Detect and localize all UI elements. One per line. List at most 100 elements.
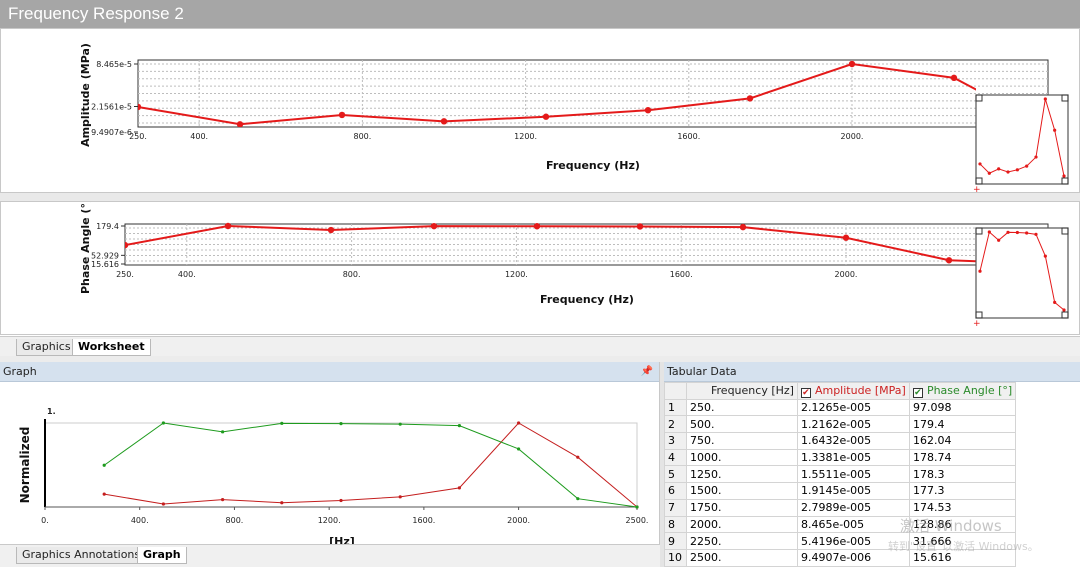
data-point <box>848 60 856 68</box>
y-tick-label: 9.4907e-6 <box>91 128 132 137</box>
table-cell: 2500. <box>686 548 798 567</box>
row-number: 1 <box>664 398 687 417</box>
activation-watermark-title: 激活 Windows <box>900 517 1002 535</box>
table-row[interactable]: 8 2000. 8.465e-005 128.86 <box>664 515 1017 534</box>
column-checkbox[interactable]: ✔ <box>912 387 923 398</box>
activation-watermark-text: 转到"设置"以激活 Windows。 <box>888 540 1039 553</box>
data-point <box>221 430 225 434</box>
tab-graph[interactable]: Graph <box>137 547 187 564</box>
table-cell: 174.53 <box>908 498 1017 517</box>
inset-data-point <box>1034 155 1038 159</box>
table-cell: 1.2162e-005 <box>796 415 910 434</box>
data-point <box>280 501 284 505</box>
x-tick-label: 1200. <box>505 270 528 279</box>
x-tick-label: 1200. <box>318 516 341 525</box>
splitter-vertical[interactable] <box>660 362 664 567</box>
plot-frame <box>137 59 1049 128</box>
table-cell: 2.7989e-005 <box>796 498 910 517</box>
table-row[interactable]: 2 500. 1.2162e-005 179.4 <box>664 415 1017 434</box>
y-tick-label: 179.4 <box>96 222 119 231</box>
inset-data-point <box>1062 308 1066 312</box>
series-line <box>138 62 976 126</box>
y-axis-label: Amplitude (MPa) <box>79 43 92 147</box>
x-tick-label: 1200. <box>514 132 537 141</box>
data-point <box>842 234 850 241</box>
table-row[interactable]: 3 750. 1.6432e-005 162.04 <box>664 432 1017 450</box>
inset-data-point <box>1006 170 1010 174</box>
table-cell: 8.465e-005 <box>796 515 910 534</box>
tabular-data-table: Frequency [Hz] ✔ Amplitude [MPa] ✔ Phase Ang… <box>664 382 1017 567</box>
pushpin-icon[interactable]: 📌 <box>640 366 653 377</box>
y-tick-label: 52.929 <box>91 251 119 260</box>
column-header-label: Phase Angle [°] <box>926 383 1013 397</box>
column-header[interactable]: ✔ Phase Angle [°] <box>908 382 1017 400</box>
data-point <box>224 222 232 230</box>
x-tick-label: 800. <box>343 270 361 279</box>
inset-data-point <box>1053 128 1057 132</box>
x-tick-label: 0. <box>41 516 49 525</box>
normalized-chart[interactable]: 1. 0. 400. 800. 1200. 1600. 2000. 2500. Normaliz… <box>0 382 659 548</box>
y-axis-label: Normalized <box>18 427 32 504</box>
splitter[interactable] <box>0 356 1080 362</box>
panel-separator <box>0 193 1080 201</box>
inset-data-point <box>1025 231 1029 235</box>
column-header[interactable]: ✔ Amplitude [MPa] <box>796 382 910 400</box>
inset-data-point <box>1015 168 1019 172</box>
inset-handle <box>1061 177 1069 185</box>
tab-worksheet[interactable]: Worksheet <box>72 339 151 356</box>
table-row[interactable]: 10 2500. 9.4907e-006 15.616 <box>664 548 1017 567</box>
phase-chart-panel: 250. 400. 800. 1200. 1600. 2000. 179.4 52.929 15… <box>0 198 1080 335</box>
x-tick-label: 400. <box>190 132 208 141</box>
x-tick-label: 2000. <box>507 516 530 525</box>
table-cell: 177.3 <box>908 482 1017 500</box>
inset-data-point <box>987 230 991 234</box>
inset-marker: + <box>973 185 981 192</box>
table-row[interactable]: 5 1250. 1.5511e-005 178.3 <box>664 465 1017 484</box>
table-cell: 1500. <box>686 482 798 500</box>
table-cell: 2000. <box>686 515 798 534</box>
column-checkbox[interactable]: ✔ <box>800 387 811 398</box>
data-point <box>327 226 335 234</box>
table-row[interactable]: 4 1000. 1.3381e-005 178.74 <box>664 448 1017 467</box>
data-point <box>576 455 580 459</box>
tabular-data-header: Tabular Data <box>664 362 1080 382</box>
inset-data-point <box>1043 254 1047 258</box>
x-tick-label: 2500. <box>626 516 649 525</box>
table-row[interactable]: 7 1750. 2.7989e-005 174.53 <box>664 498 1017 517</box>
x-tick-label: 250. <box>129 132 147 141</box>
table-row[interactable]: 1 250. 2.1265e-005 97.098 <box>664 398 1017 417</box>
tab-graphics[interactable]: Graphics <box>16 339 77 356</box>
row-number: 5 <box>664 465 687 484</box>
table-cell: 1250. <box>686 465 798 484</box>
data-point <box>338 111 346 119</box>
tab-graphics-annotations[interactable]: Graphics Annotations <box>16 547 147 564</box>
amplitude-chart[interactable]: 250. 400. 800. 1200. 1600. 2000. 8.465e-5 2.156… <box>1 29 1079 195</box>
inset-handle <box>975 227 983 235</box>
inset-handle <box>1061 227 1069 235</box>
x-axis-label: Frequency (Hz) <box>546 159 640 172</box>
table-cell: 1.9145e-005 <box>796 482 910 500</box>
table-cell: 500. <box>686 415 798 434</box>
graph-tabs: Graphics Annotations Graph <box>0 544 660 567</box>
plot-frame <box>44 422 638 508</box>
row-number: 6 <box>664 482 687 500</box>
data-point <box>635 505 639 509</box>
series-group <box>125 222 976 264</box>
phase-chart[interactable]: 250. 400. 800. 1200. 1600. 2000. 179.4 52.92915… <box>1 198 1079 334</box>
inset-marker: + <box>973 319 981 329</box>
inset-handle <box>975 94 983 102</box>
x-tick-label: 400. <box>131 516 149 525</box>
data-point <box>636 223 644 230</box>
row-number: 10 <box>664 548 687 567</box>
x-tick-label: 800. <box>226 516 244 525</box>
column-header[interactable]: Frequency [Hz] <box>686 382 798 400</box>
inset-data-point <box>1062 174 1066 178</box>
inset-data-point <box>987 171 991 175</box>
graph-panel-title: Graph <box>3 365 37 378</box>
row-number: 2 <box>664 415 687 434</box>
table-cell: 178.74 <box>908 448 1017 467</box>
data-point <box>138 103 142 111</box>
x-axis-label: [Hz] <box>329 535 355 544</box>
table-row[interactable]: 6 1500. 1.9145e-005 177.3 <box>664 482 1017 500</box>
table-cell: 1.3381e-005 <box>796 448 910 467</box>
